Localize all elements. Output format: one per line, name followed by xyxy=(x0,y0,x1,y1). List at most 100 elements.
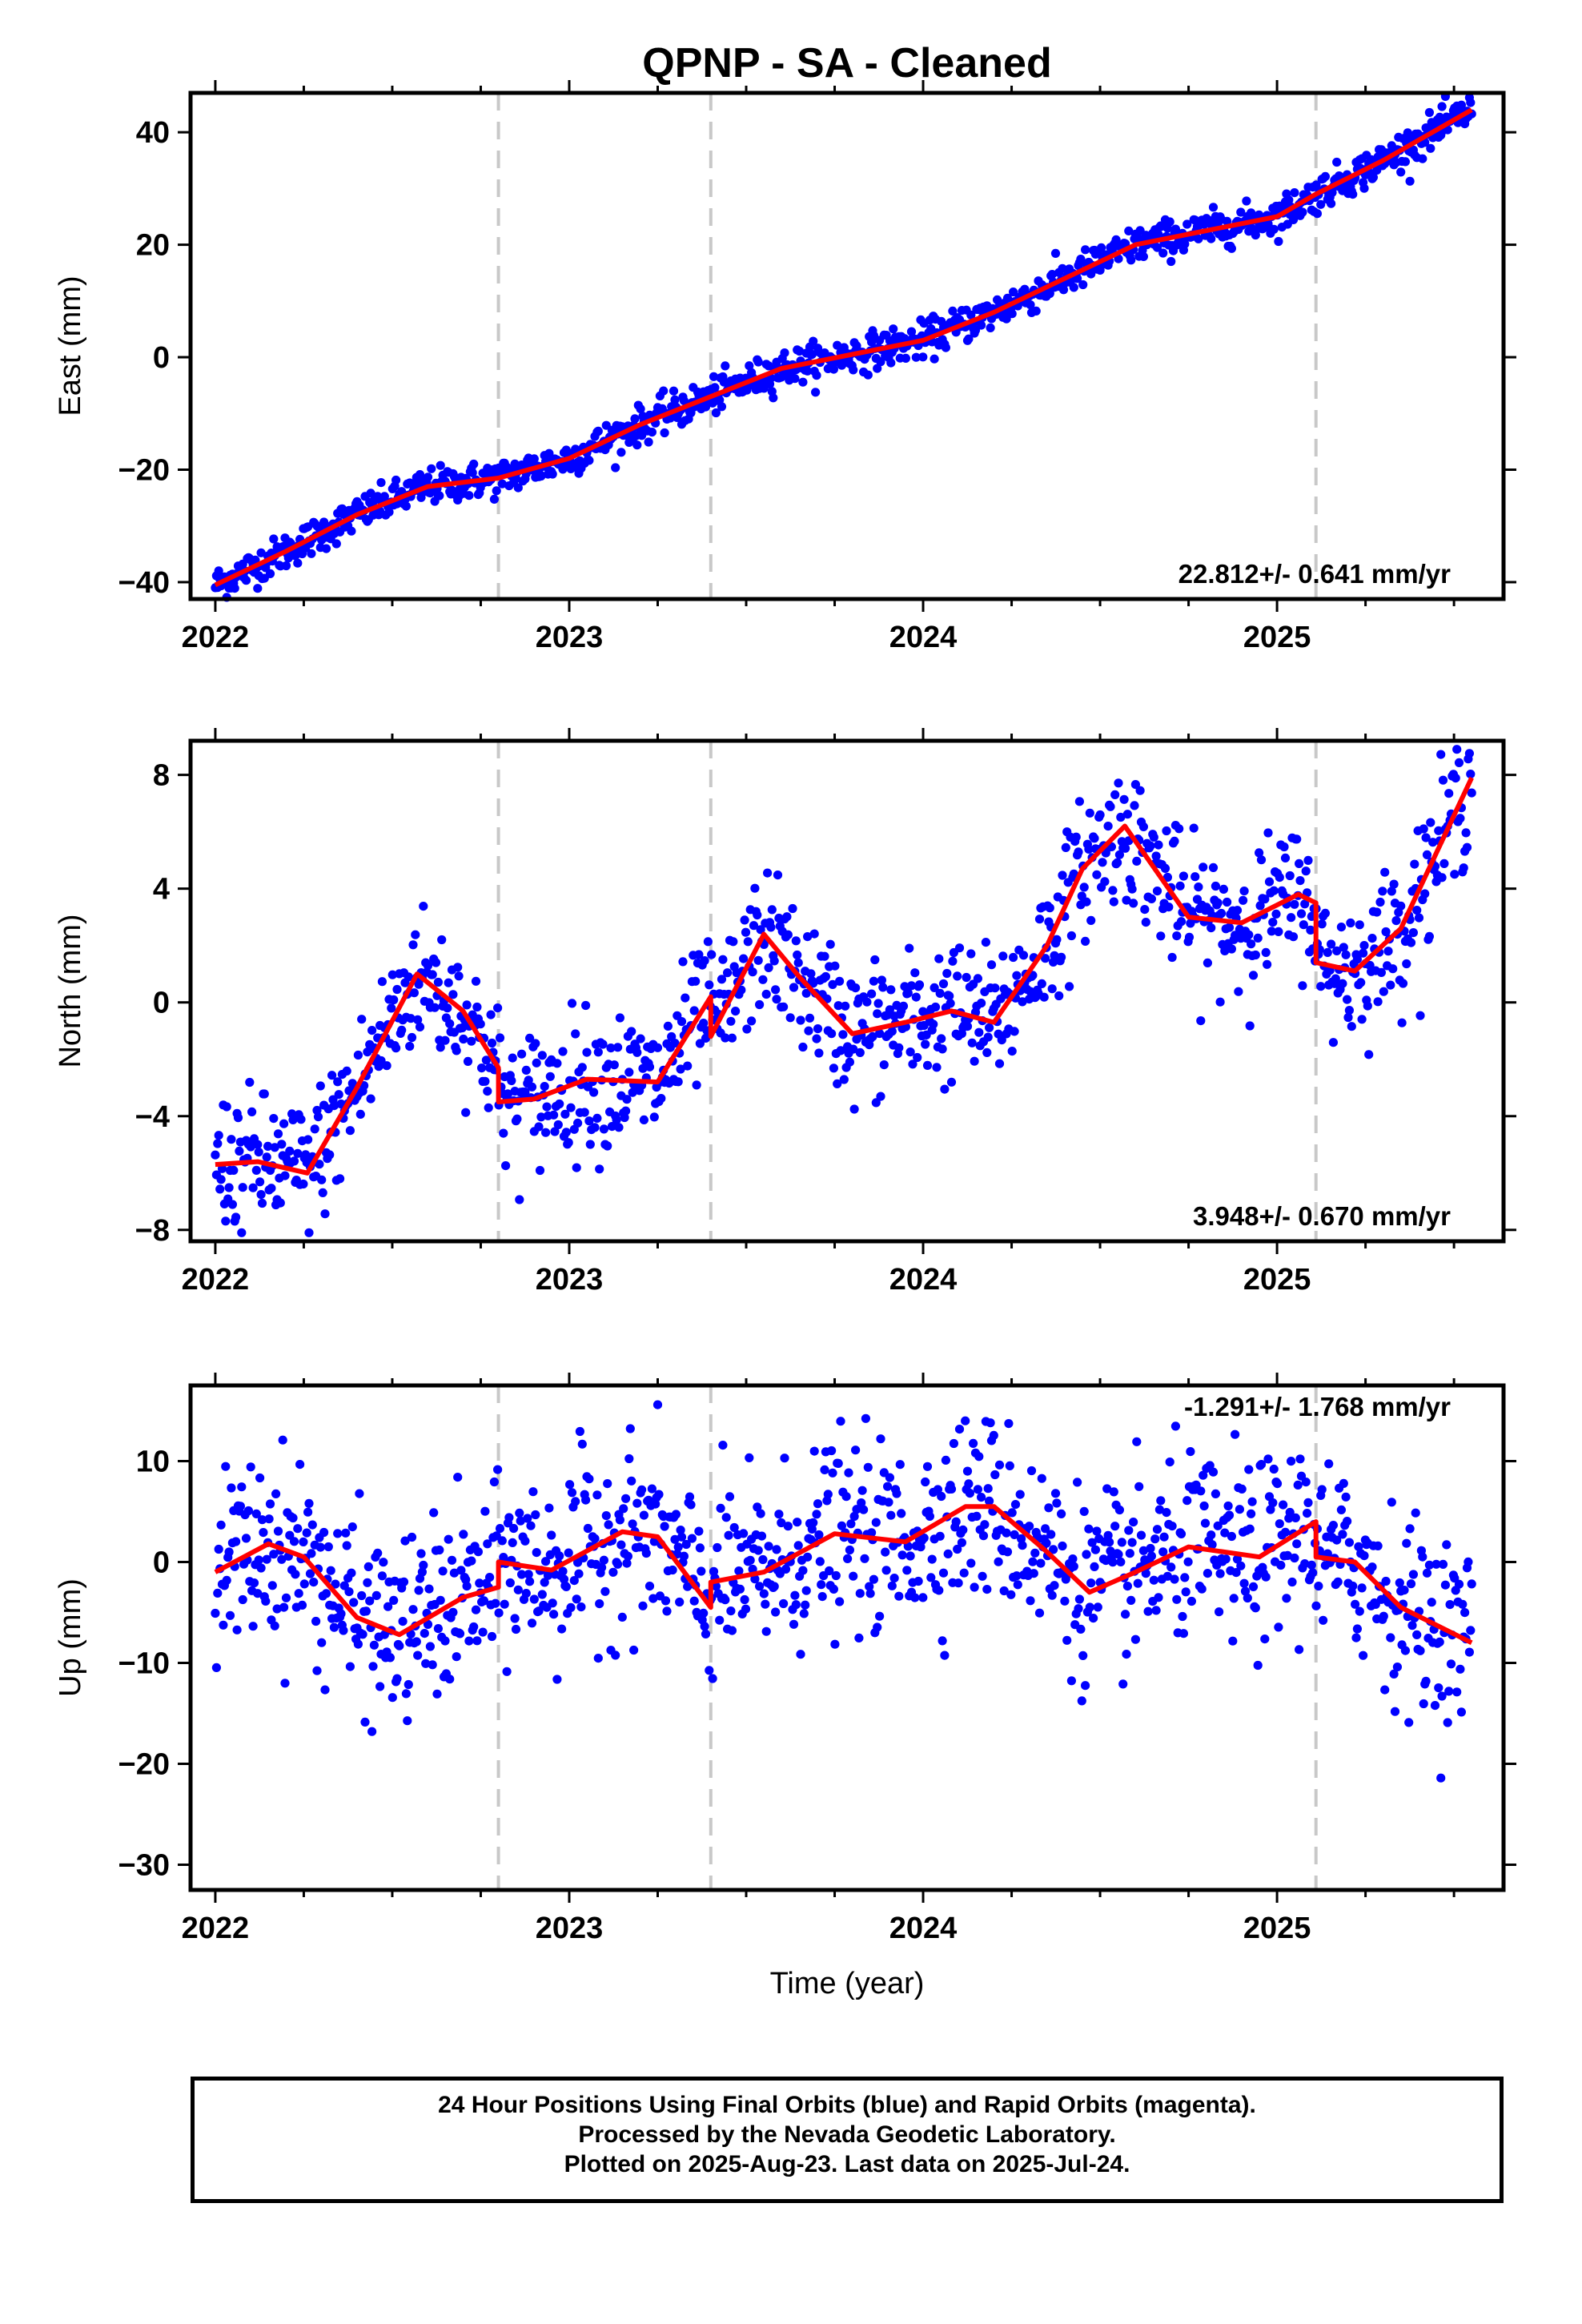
data-point xyxy=(1085,808,1094,818)
data-point xyxy=(294,1589,303,1598)
data-point xyxy=(540,1082,549,1092)
data-point xyxy=(301,1150,311,1160)
data-point xyxy=(319,1527,329,1538)
data-point xyxy=(1141,1569,1150,1578)
data-point xyxy=(865,1589,875,1598)
data-point xyxy=(849,1104,859,1114)
data-point xyxy=(886,1510,896,1520)
data-point xyxy=(1296,909,1307,919)
data-point xyxy=(1199,1470,1208,1480)
data-point xyxy=(320,1685,330,1695)
data-point xyxy=(1002,293,1013,303)
data-point xyxy=(452,1652,461,1662)
data-point xyxy=(687,1534,697,1543)
data-point xyxy=(281,561,291,571)
data-point xyxy=(363,1578,372,1587)
panel-up: 2022 2023 2024 2025 −30 −20 −10 0 10 Up (mm) -1.29… xyxy=(54,1373,1516,1945)
data-point xyxy=(1399,1586,1409,1595)
data-point xyxy=(1090,1545,1100,1554)
data-point xyxy=(467,1556,476,1566)
data-point xyxy=(1125,1549,1134,1558)
data-point xyxy=(1406,1579,1416,1589)
data-point xyxy=(501,1161,511,1171)
data-point xyxy=(1109,1487,1118,1497)
data-point xyxy=(837,1521,846,1530)
data-point xyxy=(278,1435,287,1445)
data-point xyxy=(527,1618,537,1628)
data-point xyxy=(1065,982,1074,991)
data-point xyxy=(973,1485,982,1494)
data-point xyxy=(420,1629,429,1638)
data-point xyxy=(1122,1650,1131,1659)
data-point xyxy=(1146,1543,1155,1554)
data-point xyxy=(813,1499,823,1509)
data-point xyxy=(445,1675,455,1684)
data-point xyxy=(1367,934,1377,943)
data-point xyxy=(472,1636,482,1646)
data-point xyxy=(1316,199,1326,209)
data-point xyxy=(339,1626,348,1635)
data-point xyxy=(925,1511,934,1521)
data-point xyxy=(1412,1630,1422,1639)
data-point xyxy=(459,1530,468,1539)
data-point xyxy=(885,1005,894,1015)
data-point xyxy=(230,584,239,593)
data-point xyxy=(747,1016,757,1026)
data-point xyxy=(423,472,433,482)
data-point xyxy=(701,402,711,412)
data-point xyxy=(1420,889,1430,899)
data-point xyxy=(305,1569,315,1578)
data-point xyxy=(1357,1015,1367,1024)
data-point xyxy=(1196,1016,1206,1026)
data-point xyxy=(948,956,958,966)
data-point xyxy=(710,383,720,392)
data-point xyxy=(269,1114,279,1124)
data-point xyxy=(1118,1679,1128,1689)
data-point xyxy=(1047,1590,1057,1600)
data-point xyxy=(1260,1634,1270,1644)
data-point xyxy=(1113,858,1122,867)
data-point xyxy=(841,1492,851,1502)
data-point xyxy=(1397,1018,1407,1027)
data-point xyxy=(1387,1498,1396,1507)
data-point xyxy=(224,1547,234,1557)
y-tick-label: 10 xyxy=(136,1445,170,1479)
data-point xyxy=(1154,1505,1164,1514)
data-point xyxy=(1274,927,1283,936)
data-point xyxy=(753,911,762,920)
data-point xyxy=(395,1641,404,1651)
data-point xyxy=(743,937,753,947)
data-point xyxy=(508,1053,517,1063)
x-tick-label: 2024 xyxy=(889,1912,958,1945)
data-point xyxy=(1199,1501,1209,1511)
data-point xyxy=(1314,1582,1323,1591)
data-point xyxy=(793,958,803,967)
data-point xyxy=(683,1582,693,1591)
data-point xyxy=(1119,794,1129,804)
data-point xyxy=(903,988,913,998)
data-point xyxy=(1320,908,1330,918)
data-point xyxy=(1138,251,1148,261)
data-point xyxy=(1010,1530,1019,1539)
data-point xyxy=(483,1539,492,1549)
data-point xyxy=(901,353,910,363)
data-point xyxy=(814,1048,824,1058)
data-point xyxy=(357,1590,367,1601)
data-point xyxy=(724,1530,733,1540)
data-point xyxy=(1333,1577,1343,1586)
data-point xyxy=(801,988,811,998)
data-point xyxy=(1348,1581,1358,1591)
data-point xyxy=(1149,1575,1158,1585)
data-point xyxy=(823,1490,833,1499)
data-point xyxy=(525,1577,535,1586)
data-point xyxy=(487,1038,497,1048)
data-point xyxy=(1166,1562,1176,1572)
data-point xyxy=(717,975,727,984)
data-point xyxy=(929,1019,938,1029)
data-point xyxy=(1231,1568,1241,1578)
data-point xyxy=(949,1438,958,1449)
data-point xyxy=(540,1578,549,1587)
data-point xyxy=(769,1582,779,1591)
data-point xyxy=(1114,778,1123,788)
data-point xyxy=(761,1599,770,1609)
